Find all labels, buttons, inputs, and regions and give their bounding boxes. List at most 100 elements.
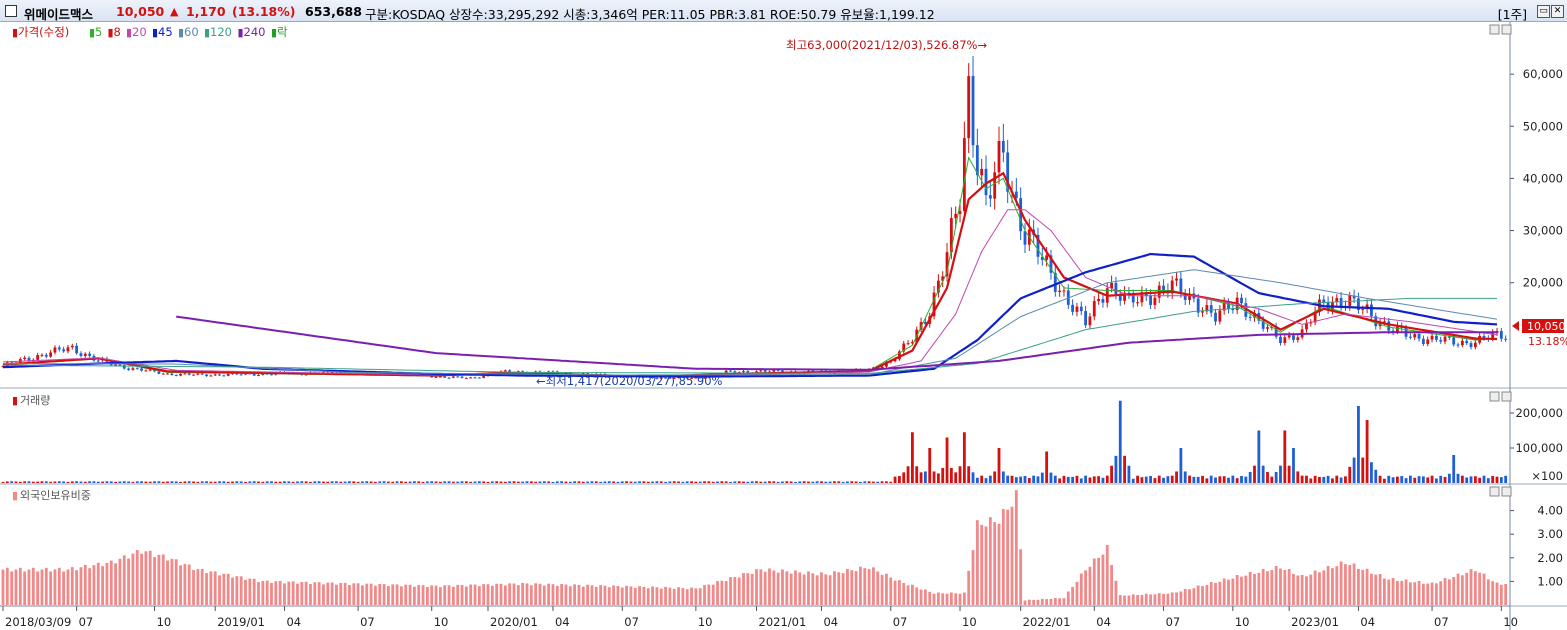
candle-body xyxy=(157,371,161,374)
foreign-bar xyxy=(14,569,18,605)
volume-panel-close-icon[interactable] xyxy=(1501,391,1512,402)
foreign-bar xyxy=(962,592,966,605)
foreign-bar xyxy=(711,584,715,605)
x-tick-label: 2019/01 xyxy=(217,615,265,629)
foreign-bar xyxy=(473,584,477,605)
price-panel-minimize-icon[interactable] xyxy=(1489,24,1500,35)
foreign-bar xyxy=(1447,579,1451,605)
candle-body xyxy=(36,355,40,360)
volume-bar xyxy=(1434,478,1438,483)
foreign-bar xyxy=(525,583,529,605)
panel-buttons[interactable] xyxy=(1489,24,1512,497)
foreign-bar xyxy=(958,593,962,605)
foreign-bar xyxy=(607,587,611,605)
x-tick-label: 10 xyxy=(157,615,172,629)
foreign-bar xyxy=(161,554,165,605)
volume-bar xyxy=(1222,476,1226,483)
volume-bar xyxy=(109,481,113,483)
foreign-bar xyxy=(1305,576,1308,605)
foreign-bar xyxy=(820,572,823,605)
foreign-panel-minimize-icon[interactable] xyxy=(1489,486,1500,497)
foreign-bar xyxy=(257,582,260,605)
foreign-bar xyxy=(239,576,243,605)
candle-body xyxy=(192,374,195,376)
volume-bar xyxy=(153,481,156,483)
volume-bar xyxy=(1408,475,1412,483)
volume-bar xyxy=(954,472,958,483)
foreign-bar xyxy=(1283,570,1287,605)
foreign-bar xyxy=(1157,593,1161,605)
candle-body xyxy=(655,378,659,380)
candle-body xyxy=(443,376,447,378)
foreign-bar xyxy=(1344,564,1347,605)
candle-body xyxy=(70,345,74,348)
volume-bar xyxy=(425,481,429,483)
period-selector[interactable]: [1주] xyxy=(1497,7,1527,22)
select-checkbox[interactable] xyxy=(5,5,17,17)
volume-bar xyxy=(1248,471,1252,483)
volume-bar xyxy=(187,481,191,483)
candle-body xyxy=(239,374,243,376)
candle-body xyxy=(1387,321,1391,331)
volume-bar xyxy=(664,481,667,483)
volume-panel-minimize-icon[interactable] xyxy=(1489,391,1500,402)
volume-bar xyxy=(1214,477,1217,483)
candle-body xyxy=(893,359,897,362)
volume-bar xyxy=(1383,478,1386,483)
foreign-bar xyxy=(755,569,758,605)
candle-body xyxy=(759,370,763,372)
volume-bar xyxy=(114,481,117,483)
minimize-icon[interactable]: ▭ xyxy=(1537,5,1550,18)
volume-bar xyxy=(1460,475,1464,483)
foreign-bar xyxy=(278,580,282,605)
volume-bar xyxy=(1032,475,1036,483)
candle-body xyxy=(44,354,48,357)
foreign-bar xyxy=(772,570,776,605)
volume-bar xyxy=(820,481,823,483)
foreign-panel-close-icon[interactable] xyxy=(1501,486,1512,497)
foreign-bar xyxy=(1443,578,1447,605)
foreign-bar xyxy=(430,585,434,605)
candle-body xyxy=(984,168,988,196)
info-bar: 위메이드맥스 10,050 ▲ 1,170 (13.18%) 653,688 구… xyxy=(0,0,1567,22)
volume-bar xyxy=(594,481,598,483)
foreign-bar xyxy=(395,584,399,605)
volume-bar xyxy=(949,467,953,483)
candle-body xyxy=(464,377,468,379)
volume-bar xyxy=(841,481,845,483)
candle-body xyxy=(1456,344,1460,346)
candle-body xyxy=(49,352,53,357)
candle-body xyxy=(1023,231,1027,245)
volume-bar xyxy=(703,481,706,483)
foreign-bar xyxy=(1417,581,1421,605)
x-tick-label: 07 xyxy=(1166,615,1181,629)
foreign-bar xyxy=(672,588,676,605)
volume-bar xyxy=(880,481,884,483)
volume-bar xyxy=(283,481,286,483)
foreign-bar xyxy=(603,585,607,605)
volume-bar xyxy=(1183,471,1187,483)
foreign-bar xyxy=(1231,578,1235,605)
volume-bar xyxy=(538,481,542,483)
stock-chart[interactable]: 20,00030,00040,00050,00060,000100,000200… xyxy=(0,22,1567,630)
foreign-bar xyxy=(183,563,187,605)
legend-marker: ▮ xyxy=(271,26,277,39)
volume-bar xyxy=(742,481,745,483)
volume-bar xyxy=(586,481,590,483)
candle-body xyxy=(53,347,57,353)
volume-bar xyxy=(252,481,256,483)
close-icon[interactable]: ✕ xyxy=(1551,5,1564,18)
foreign-bar xyxy=(1136,595,1139,605)
foreign-bar xyxy=(850,570,854,605)
candle-body xyxy=(1339,298,1343,307)
foreign-bar xyxy=(1296,575,1300,605)
candle-body xyxy=(1227,302,1230,309)
foreign-bar xyxy=(971,550,975,605)
foreign-bar xyxy=(343,582,347,605)
price-panel-close-icon[interactable] xyxy=(1501,24,1512,35)
y-tick-label: 40,000 xyxy=(1523,171,1563,185)
volume-bar xyxy=(906,466,910,483)
foreign-bar xyxy=(949,592,953,605)
foreign-bar xyxy=(560,584,564,605)
volume-bar xyxy=(200,481,204,483)
